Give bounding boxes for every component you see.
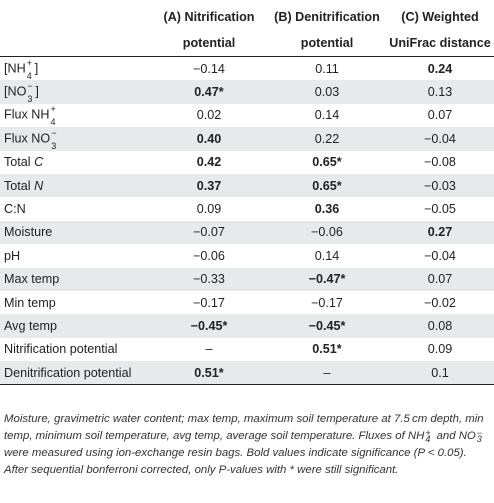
cell-col-c: −0.08 xyxy=(424,155,456,170)
table-row: Max temp −0.33 −0.47* 0.07 xyxy=(0,267,494,291)
cell-col-a: −0.07 xyxy=(150,220,268,245)
row-label: [NH +4] xyxy=(4,57,39,81)
header-col-a-line1: (A) Nitrification xyxy=(163,10,255,24)
cell-col-b: 0.36 xyxy=(314,202,340,217)
footnote-no3: NO −3 xyxy=(458,428,483,444)
table-row: Min temp −0.17 −0.17 −0.02 xyxy=(0,291,494,314)
cell-col-c: 0.07 xyxy=(427,108,453,123)
cell-col-b: 0.22 xyxy=(268,127,386,151)
row-label: Flux NO −3 xyxy=(0,127,150,151)
table-row: Nitrification potential – 0.51* 0.09 xyxy=(0,338,494,361)
table-row: Total N 0.37 0.65* −0.03 xyxy=(0,173,494,198)
cell-col-b: 0.11 xyxy=(315,61,339,76)
cell-col-b: – xyxy=(268,361,386,386)
footnote-nh4: NH +4 xyxy=(407,428,431,444)
footnote-and: and xyxy=(433,430,459,443)
cell-col-a: −0.17 xyxy=(193,295,225,310)
row-label: Moisture xyxy=(0,220,150,245)
table-row: [NH +4] −0.14 0.11 0.24 xyxy=(0,57,494,81)
cell-col-a: 0.09 xyxy=(196,202,222,217)
cell-col-c: 0.13 xyxy=(386,80,494,104)
row-label: Flux NH +4 xyxy=(4,104,56,128)
cell-col-c: 0.27 xyxy=(386,220,494,245)
table-row: Flux NO −3 0.40 0.22 −0.04 xyxy=(0,127,494,151)
cell-col-a: −0.45* xyxy=(150,314,268,338)
row-label: Max temp xyxy=(0,267,150,291)
row-label: C:N xyxy=(4,202,26,217)
table-row: Avg temp −0.45* −0.45* 0.08 xyxy=(0,314,494,338)
cell-col-c: 0.07 xyxy=(386,267,494,291)
cell-col-a: 0.47* xyxy=(150,80,268,104)
row-label: pH xyxy=(4,248,21,263)
table-row: Flux NH +4 0.02 0.14 0.07 xyxy=(0,104,494,127)
table-footnote: Moisture, gravimetric water content; max… xyxy=(4,411,490,479)
cell-col-c: 0.08 xyxy=(386,314,494,338)
cell-col-c: −0.02 xyxy=(424,295,456,310)
table-body: [NH +4] −0.14 0.11 0.24 [NO −3] 0.47* 0.03 0.13 Fl… xyxy=(0,57,494,386)
header-blank xyxy=(0,0,150,30)
cell-col-c: −0.04 xyxy=(424,248,456,263)
cell-col-c: −0.03 xyxy=(386,173,494,198)
footnote-part2: were measured using ion-exchange resin b… xyxy=(4,447,467,477)
cell-col-c: −0.05 xyxy=(424,202,456,217)
header-blank-2 xyxy=(0,30,150,57)
cell-col-b: −0.17 xyxy=(311,295,343,310)
correlation-table: (A) Nitrification (B) Denitrification (C… xyxy=(0,0,494,386)
cell-col-a: – xyxy=(205,342,213,357)
cell-col-a: −0.06 xyxy=(193,248,225,263)
table-row: pH −0.06 0.14 −0.04 xyxy=(0,244,494,267)
cell-col-b: −0.45* xyxy=(268,314,386,338)
cell-col-b: −0.06 xyxy=(268,220,386,245)
table-row: Moisture −0.07 −0.06 0.27 xyxy=(0,220,494,245)
row-label: Avg temp xyxy=(0,314,150,338)
row-label: Denitrification potential xyxy=(0,361,150,386)
cell-col-a: −0.14 xyxy=(193,61,225,76)
table-row: [NO −3] 0.47* 0.03 0.13 xyxy=(0,80,494,104)
table-row: C:N 0.09 0.36 −0.05 xyxy=(0,197,494,220)
cell-col-b: 0.14 xyxy=(314,248,340,263)
header-col-c-line2: UniFrac distance xyxy=(386,30,494,57)
row-label: Total N xyxy=(0,173,150,198)
header-col-a-line2: potential xyxy=(150,30,268,57)
cell-col-a: 0.02 xyxy=(196,108,222,123)
header-col-c-line1: (C) Weighted xyxy=(401,10,479,24)
cell-col-a: 0.42 xyxy=(196,155,222,170)
header-col-b-line2: potential xyxy=(268,30,386,57)
cell-col-b: 0.65* xyxy=(312,155,342,170)
table-row: Denitrification potential 0.51* –0.1 xyxy=(0,361,494,386)
cell-col-b: −0.47* xyxy=(268,267,386,291)
cell-col-c: 0.1 xyxy=(386,361,494,386)
row-label: Total C xyxy=(4,155,44,170)
cell-col-c: 0.09 xyxy=(427,342,453,357)
cell-col-b: 0.65* xyxy=(268,173,386,198)
cell-col-b: 0.14 xyxy=(314,108,340,123)
footnote-part1: Moisture, gravimetric water content; max… xyxy=(4,413,484,443)
row-label: Min temp xyxy=(4,295,56,310)
cell-col-a: −0.33 xyxy=(150,267,268,291)
cell-col-b: 0.51* xyxy=(312,342,342,357)
table-row: Total C 0.42 0.65* −0.08 xyxy=(0,151,494,174)
header-col-b-line1: (B) Denitrification xyxy=(274,10,380,24)
cell-col-a: 0.40 xyxy=(150,127,268,151)
cell-col-b: 0.03 xyxy=(268,80,386,104)
table-header: (A) Nitrification (B) Denitrification (C… xyxy=(0,0,494,57)
row-label: Nitrification potential xyxy=(4,342,118,357)
cell-col-a: 0.51* xyxy=(150,361,268,386)
row-label: [NO −3] xyxy=(0,80,150,104)
cell-col-c: 0.24 xyxy=(427,61,453,76)
cell-col-a: 0.37 xyxy=(150,173,268,198)
cell-col-c: −0.04 xyxy=(386,127,494,151)
